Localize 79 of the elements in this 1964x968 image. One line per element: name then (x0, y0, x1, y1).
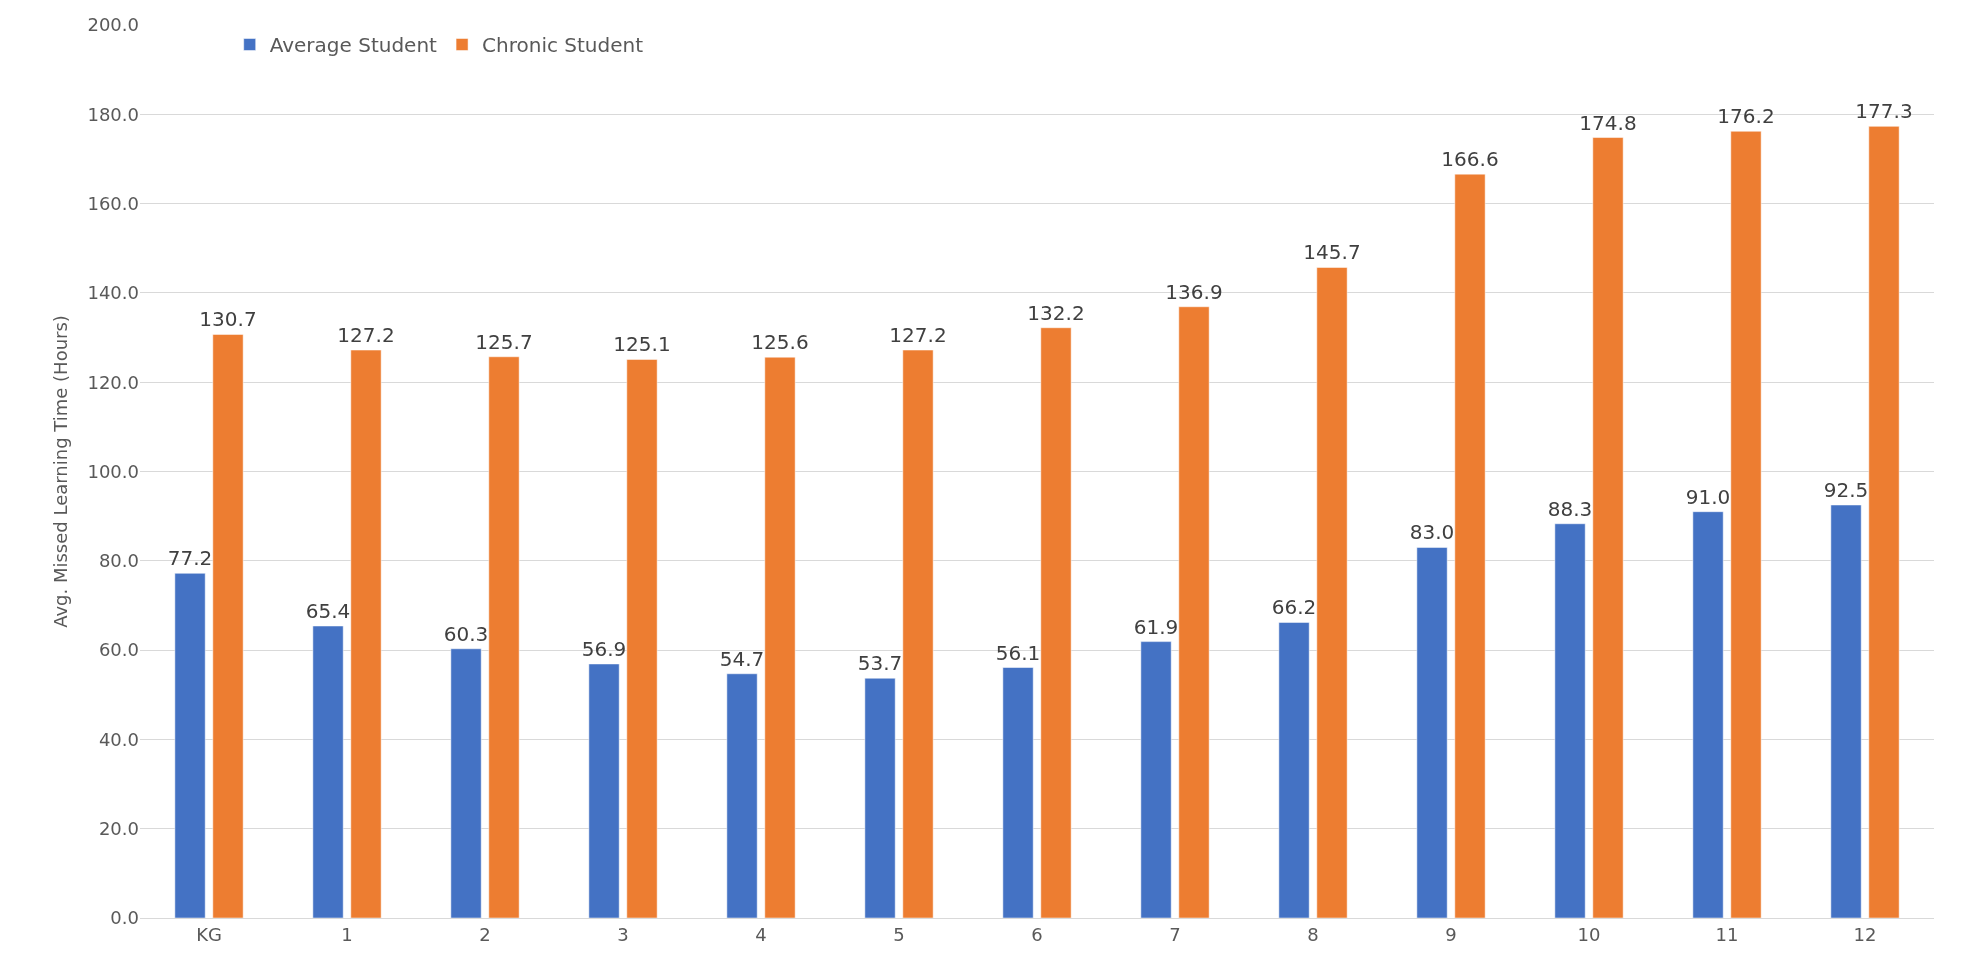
data-label: 66.2 (1271, 595, 1317, 620)
bar (450, 648, 482, 918)
y-tick-label: 20.0 (98, 818, 139, 839)
bar (1454, 173, 1486, 918)
data-label: 145.7 (1303, 240, 1361, 265)
x-tick-label: 4 (755, 923, 767, 945)
bar (1278, 622, 1310, 918)
y-tick-label: 140.0 (87, 282, 139, 304)
y-tick-label: 80.0 (98, 550, 139, 572)
data-label: 56.1 (995, 640, 1041, 665)
data-label: 127.2 (337, 323, 395, 348)
data-label: 174.8 (1579, 110, 1637, 135)
bar (488, 356, 520, 918)
x-tick-label: 7 (1169, 923, 1181, 945)
data-label: 88.3 (1547, 496, 1593, 521)
x-tick-label: 11 (1715, 923, 1739, 945)
bar (312, 625, 344, 918)
data-label: 61.9 (1133, 614, 1179, 639)
bar (174, 573, 206, 918)
data-label: 91.0 (1685, 484, 1731, 509)
bar (1868, 126, 1900, 918)
data-label: 166.6 (1441, 147, 1499, 172)
data-label: 53.7 (857, 651, 903, 676)
bar (1730, 131, 1762, 918)
legend-label: Average Student (269, 33, 438, 58)
bar (1830, 504, 1862, 918)
bar (902, 349, 934, 918)
x-tick-label: 2 (479, 923, 491, 945)
y-tick-label: 160.0 (87, 192, 139, 214)
data-label: 125.7 (475, 329, 533, 354)
y-tick-label: 60.0 (98, 639, 139, 661)
bar (1554, 523, 1586, 918)
y-axis-title: Avg. Missed Learning Time (Hours) (49, 315, 71, 628)
bar (1592, 137, 1624, 918)
data-label: 176.2 (1717, 104, 1775, 129)
x-tick-label: 3 (617, 923, 629, 945)
data-label: 65.4 (305, 598, 351, 623)
data-label: 77.2 (167, 546, 213, 571)
data-label: 136.9 (1165, 279, 1223, 304)
bar (588, 663, 620, 918)
bar (350, 349, 382, 918)
bar (726, 673, 758, 918)
bar (764, 356, 796, 918)
x-tick-label: 1 (341, 923, 353, 945)
bar (1416, 547, 1448, 918)
data-label: 60.3 (443, 621, 489, 646)
x-tick-label: 5 (893, 923, 905, 945)
y-tick-label: 120.0 (87, 371, 139, 393)
x-tick-label: 9 (1445, 923, 1457, 945)
bar (1692, 511, 1724, 918)
data-label: 132.2 (1027, 300, 1085, 325)
data-label: 56.9 (581, 636, 627, 661)
data-label: 127.2 (889, 323, 947, 348)
data-label: 54.7 (719, 646, 765, 671)
bar (1178, 306, 1210, 918)
bar (212, 334, 244, 918)
y-tick-label: 180.0 (87, 103, 139, 125)
y-tick-label: 0.0 (110, 907, 139, 929)
data-label: 125.6 (751, 330, 809, 355)
bar (1316, 267, 1348, 918)
x-tick-label: 10 (1577, 923, 1601, 945)
y-tick-label: 100.0 (87, 460, 139, 482)
data-label: 177.3 (1855, 99, 1913, 124)
data-label: 83.0 (1409, 520, 1455, 545)
legend-label: Chronic Student (482, 33, 644, 58)
x-tick-label: KG (196, 923, 222, 945)
bar (1040, 327, 1072, 918)
bar (864, 677, 896, 918)
y-tick-label: 40.0 (98, 728, 139, 750)
x-tick-label: 8 (1307, 923, 1319, 945)
data-label: 92.5 (1823, 477, 1869, 502)
x-tick-label: 12 (1853, 923, 1877, 945)
bar (1002, 667, 1034, 918)
data-label: 125.1 (613, 332, 671, 357)
bar (1140, 641, 1172, 918)
data-label: 130.7 (199, 307, 257, 332)
x-tick-label: 6 (1031, 923, 1043, 945)
y-tick-label: 200.0 (87, 14, 139, 36)
bar (626, 359, 658, 918)
